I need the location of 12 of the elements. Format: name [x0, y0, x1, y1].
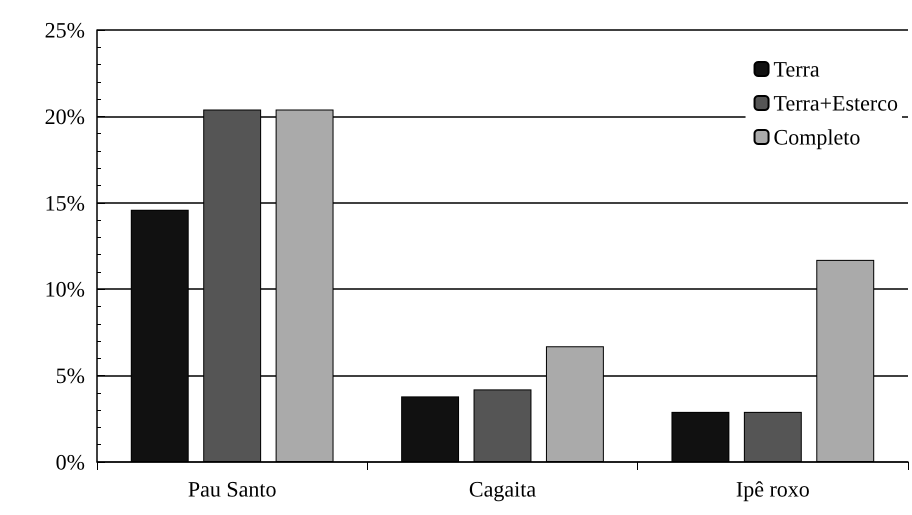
x-tick-label: Pau Santo: [188, 476, 276, 502]
y-tick-label: 15%: [44, 190, 85, 216]
y-tick-label: 10%: [44, 276, 85, 302]
y-tick-label: 0%: [56, 450, 85, 474]
y-tick-label: 20%: [44, 104, 85, 129]
x-tick-label: Ipê roxo: [736, 476, 810, 502]
y-tick-label: 25%: [44, 18, 85, 42]
y-tick-label: 5%: [56, 363, 85, 388]
legend-label: Terra+Esterco: [774, 90, 898, 116]
x-tick-label: Cagaita: [468, 476, 536, 502]
legend-label: Completo: [774, 124, 860, 150]
legend-label: Terra: [774, 56, 820, 82]
